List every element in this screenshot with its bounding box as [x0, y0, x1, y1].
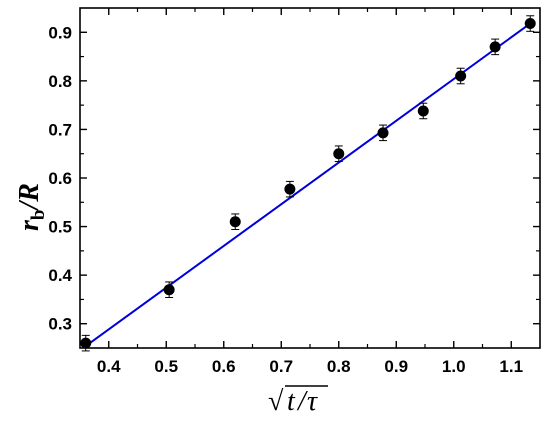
plot-frame [79, 7, 541, 349]
y-tick-label: 0.7 [48, 120, 72, 139]
data-point [524, 18, 536, 30]
x-axis-label-sqrt: √ [268, 386, 284, 417]
data-point [229, 216, 241, 228]
data-point [80, 337, 92, 349]
data-point [417, 105, 429, 117]
x-tick-label: 1.0 [442, 357, 466, 376]
x-axis-label-t: t [287, 386, 296, 417]
y-tick-label: 0.3 [48, 315, 72, 334]
y-axis-label-rest: /R [14, 183, 45, 211]
x-tick-label: 0.8 [327, 357, 351, 376]
data-point [377, 127, 389, 139]
y-axis-label-r: r [14, 219, 45, 231]
y-tick-label: 0.4 [48, 266, 72, 285]
x-axis-label: √ t / τ [268, 385, 328, 417]
x-tick-label: 0.5 [154, 357, 178, 376]
data-point [489, 41, 501, 53]
y-tick-label: 0.8 [48, 72, 72, 91]
x-axis-label-slash: / [296, 386, 308, 417]
data-point [163, 284, 175, 296]
y-tick-label: 0.9 [48, 23, 72, 42]
data-point [333, 148, 345, 160]
x-tick-label: 0.6 [212, 357, 236, 376]
y-tick-label: 0.5 [48, 218, 72, 237]
x-tick-label: 1.1 [499, 357, 523, 376]
x-tick-label: 0.4 [97, 357, 121, 376]
y-axis-label: rb/R [14, 183, 49, 231]
data-point [284, 183, 296, 195]
x-tick-label: 0.7 [269, 357, 293, 376]
y-axis-label-sub: b [28, 209, 49, 220]
y-tick-label: 0.6 [48, 169, 72, 188]
x-axis-label-tau: τ [307, 386, 318, 417]
data-point [455, 70, 467, 82]
x-tick-label: 0.9 [384, 357, 408, 376]
